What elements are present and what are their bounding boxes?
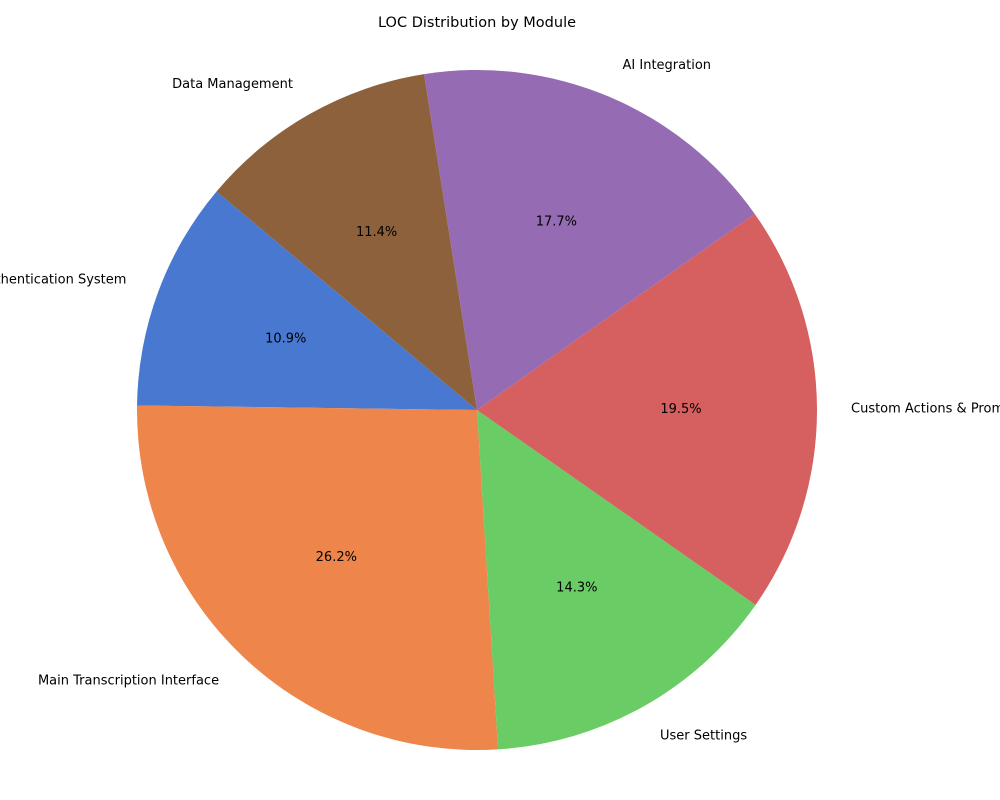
pct-label-authentication-system: 10.9% (265, 331, 306, 346)
pie-slice-data-management (216, 74, 478, 411)
slice-label-custom-actions-and-prompts: Custom Actions & Prompts (851, 402, 1000, 417)
pct-label-user-settings: 14.3% (556, 580, 597, 595)
pie-slice-authentication-system (137, 191, 477, 410)
slice-label-data-management: Data Management (172, 77, 293, 92)
pie-slice-main-transcription-interface (137, 405, 499, 750)
pie-labels: Authentication System 10.9% Main Transcrip… (0, 58, 1000, 744)
pct-label-data-management: 11.4% (356, 225, 397, 240)
pie-slice-user-settings (477, 410, 756, 750)
pie-slice-ai-integration (424, 70, 755, 410)
slice-label-main-transcription-interface: Main Transcription Interface (38, 673, 219, 688)
slice-label-authentication-system: Authentication System (0, 272, 126, 287)
pie-slice-custom-actions-and-prompts (477, 213, 817, 605)
slice-label-user-settings: User Settings (660, 729, 747, 744)
pie-slices (137, 70, 817, 750)
pct-label-ai-integration: 17.7% (536, 215, 577, 230)
pct-label-custom-actions-and-prompts: 19.5% (660, 402, 701, 417)
slice-label-ai-integration: AI Integration (623, 58, 712, 73)
pct-label-main-transcription-interface: 26.2% (316, 550, 357, 565)
chart-title: LOC Distribution by Module (378, 15, 576, 31)
